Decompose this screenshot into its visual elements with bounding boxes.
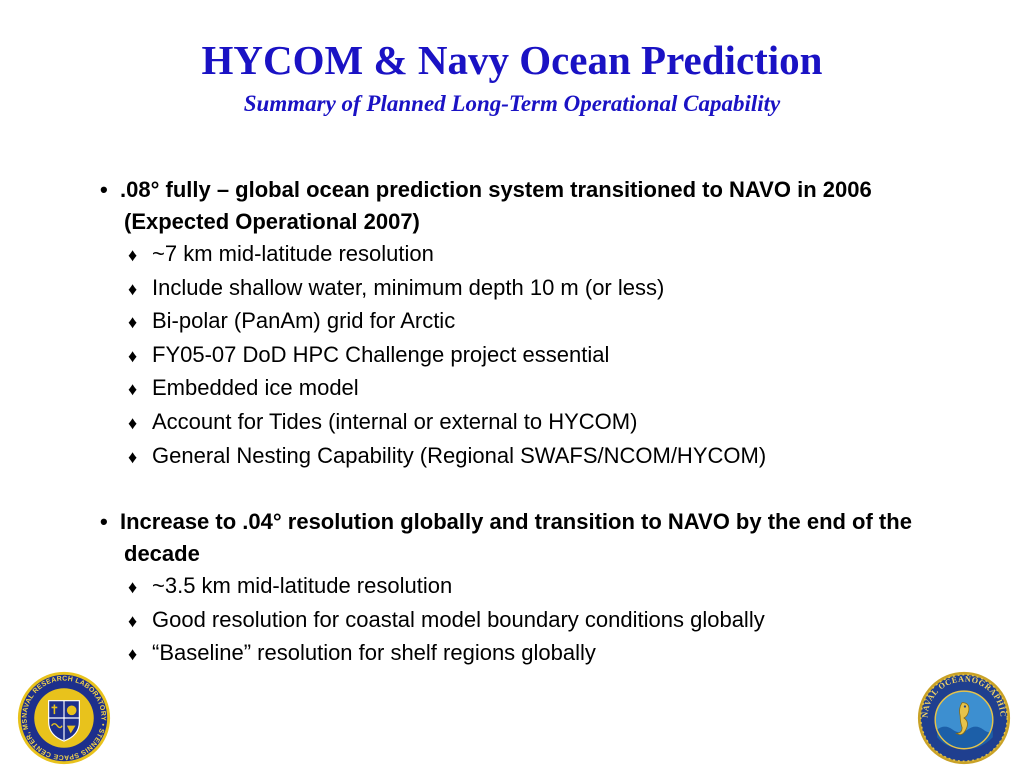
diamond-bullet-icon: ♦ <box>128 312 138 333</box>
subitem: ♦ Embedded ice model <box>128 372 980 406</box>
bullet-list: • .08° fully – global ocean prediction sy… <box>100 174 980 671</box>
diamond-bullet-icon: ♦ <box>128 577 138 598</box>
diamond-bullet-icon: ♦ <box>128 644 138 665</box>
bullet-2-text: • Increase to .04° resolution globally an… <box>100 506 980 570</box>
diamond-bullet-icon: ♦ <box>128 379 138 400</box>
subitem: ♦ Include shallow water, minimum depth 10… <box>128 272 980 306</box>
bullet-dot-icon: • <box>100 509 108 535</box>
subitem: ♦ ~7 km mid-latitude resolution <box>128 238 980 272</box>
slide-title: HYCOM & Navy Ocean Prediction <box>201 37 823 83</box>
diamond-bullet-icon: ♦ <box>128 245 138 265</box>
diamond-bullet-icon: ♦ <box>128 446 138 467</box>
diamond-bullet-icon: ♦ <box>128 345 138 366</box>
bullet-2: • Increase to .04° resolution globally an… <box>100 506 980 671</box>
subitem: ♦ Good resolution for coastal model bound… <box>128 604 980 638</box>
naval-oceanographic-office-seal-icon: NAVAL OCEANOGRAPHIC OFFICE <box>916 670 1011 765</box>
diamond-bullet-icon: ♦ <box>128 610 138 631</box>
subitem: ♦ General Nesting Capability (Regional SW… <box>128 440 980 474</box>
diamond-bullet-icon: ♦ <box>128 278 138 299</box>
naval-research-laboratory-seal-icon: NAVAL RESEARCH LABORATORY • STENNIS SPAC… <box>17 671 111 765</box>
slide-subtitle: Summary of Planned Long-Term Operational… <box>243 91 781 116</box>
bullet-dot-icon: • <box>100 177 108 202</box>
subitem: ♦ FY05-07 DoD HPC Challenge project essen… <box>128 339 980 373</box>
subitem: ♦ Account for Tides (internal or external… <box>128 406 980 440</box>
subitem: ♦ ~3.5 km mid-latitude resolution <box>128 570 980 604</box>
subitem: ♦ “Baseline” resolution for shelf regions… <box>128 637 980 671</box>
bullet-1: • .08° fully – global ocean prediction sy… <box>100 174 980 473</box>
diamond-bullet-icon: ♦ <box>128 412 138 433</box>
bullet-1-text: • .08° fully – global ocean prediction sy… <box>100 174 980 238</box>
subitem: ♦ Bi-polar (PanAm) grid for Arctic <box>128 305 980 339</box>
bullet-2-subitems: ♦ ~3.5 km mid-latitude resolution ♦ Good r… <box>100 570 980 671</box>
bullet-1-subitems: ♦ ~7 km mid-latitude resolution ♦ Include … <box>100 238 980 473</box>
